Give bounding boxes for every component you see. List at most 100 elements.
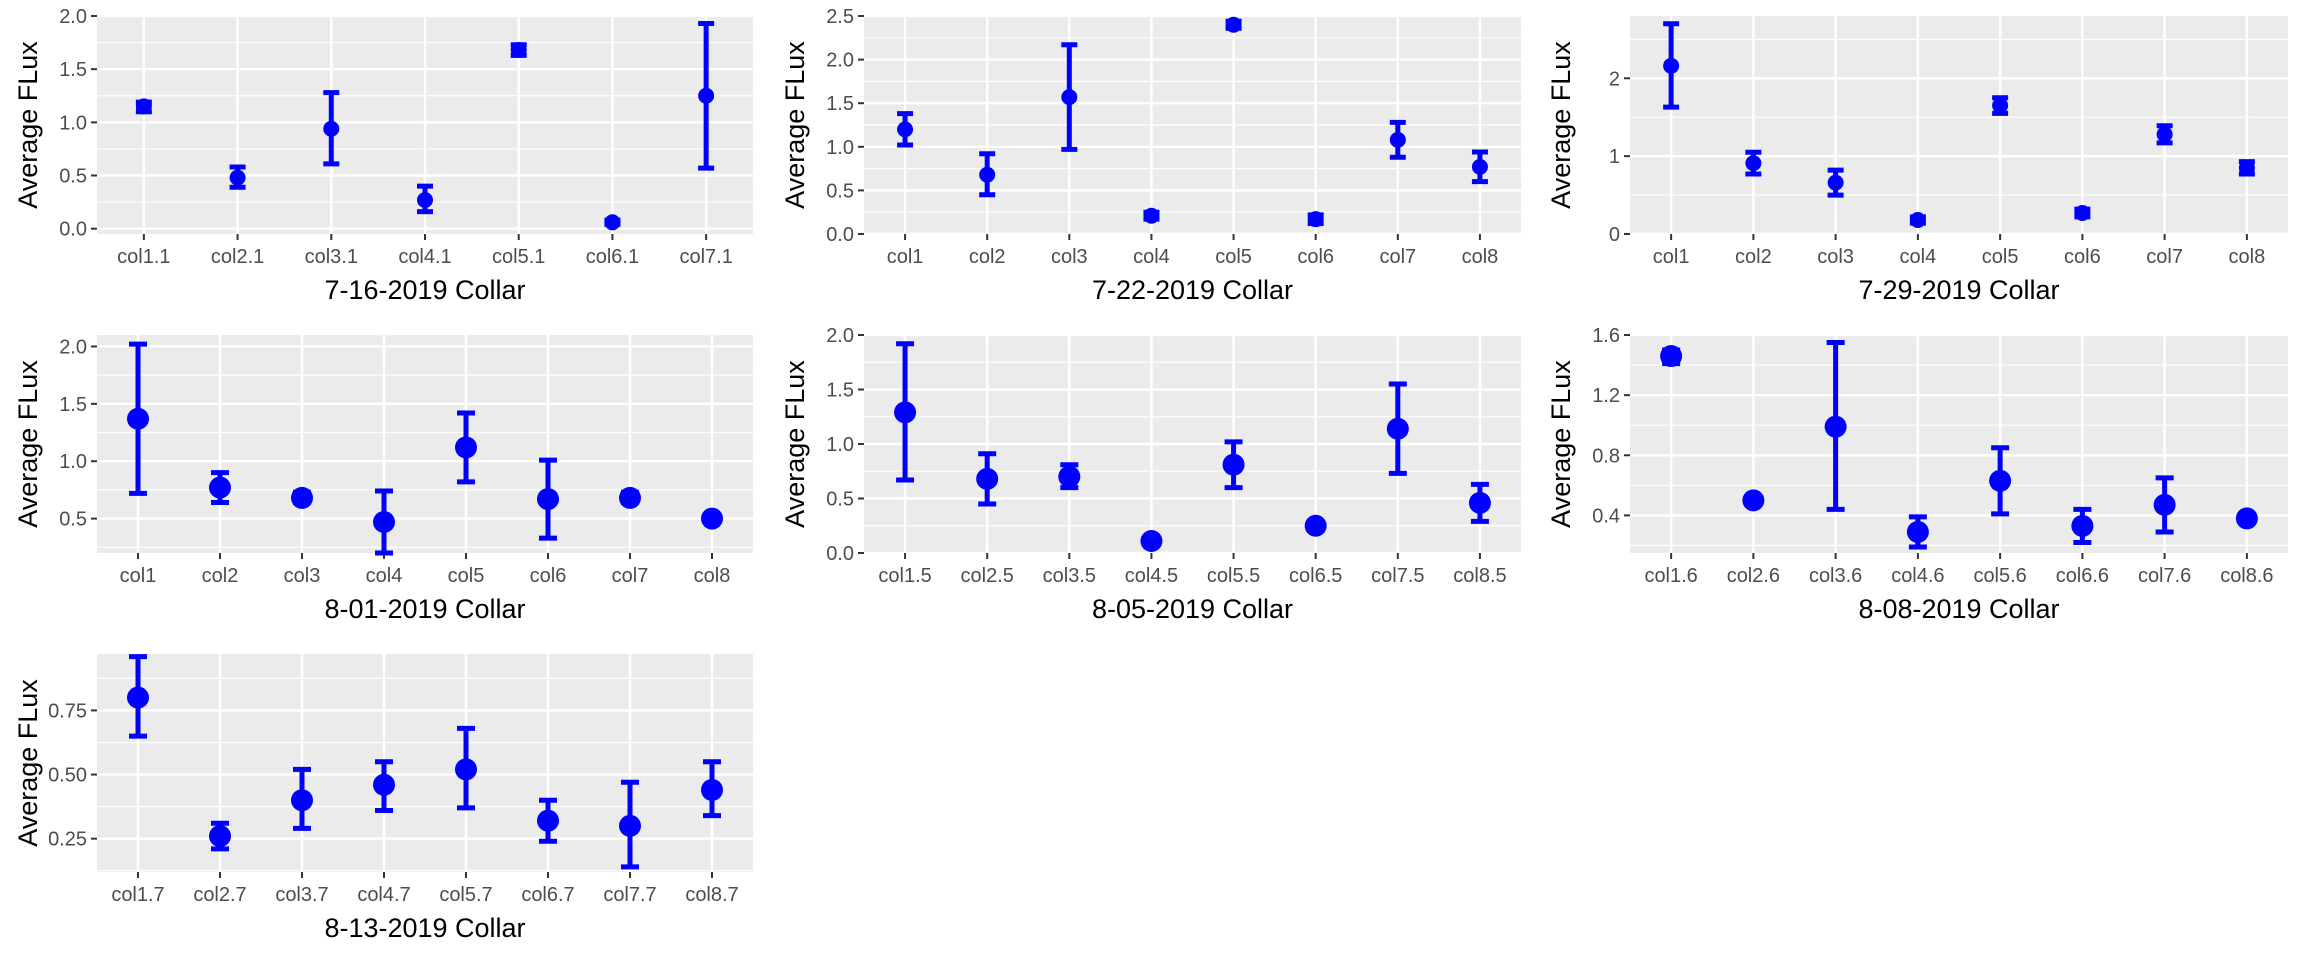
x-tick-label: col4.5 bbox=[1125, 565, 1178, 587]
data-point bbox=[127, 407, 149, 430]
data-point bbox=[2235, 507, 2258, 530]
data-point bbox=[2071, 514, 2094, 537]
y-tick-label: 0.75 bbox=[48, 700, 87, 722]
panel-1: 0.0 0.5 1.0 1.5 2.0 col1.1 col2.1 col3.1 col4.1 c… bbox=[13, 6, 753, 305]
data-point bbox=[701, 778, 723, 801]
data-point bbox=[1386, 417, 1409, 440]
data-point bbox=[323, 120, 340, 137]
data-point bbox=[417, 191, 433, 208]
x-tick-label: col8 bbox=[2229, 246, 2266, 268]
data-point bbox=[1742, 489, 1765, 512]
y-tick-label: 0.0 bbox=[59, 219, 87, 241]
data-point bbox=[1827, 174, 1844, 191]
data-point bbox=[1222, 453, 1245, 476]
x-tick-label: col6.5 bbox=[1289, 565, 1342, 587]
x-tick-label: col7.7 bbox=[603, 884, 656, 906]
data-point bbox=[2074, 204, 2091, 221]
x-tick-label: col8.5 bbox=[1453, 565, 1506, 587]
y-axis-title: Average FLux bbox=[13, 41, 43, 209]
data-point bbox=[2238, 159, 2255, 176]
y-tick-label: 0.50 bbox=[48, 765, 87, 787]
panel-4: 0.5 1.0 1.5 2.0 col1 col2 col3 col4 col5 col6 col7… bbox=[13, 335, 753, 624]
x-tick-label: col3 bbox=[284, 565, 321, 587]
x-tick-label: col7.1 bbox=[679, 246, 732, 268]
data-point bbox=[455, 436, 477, 459]
data-point bbox=[1989, 469, 2012, 492]
data-point bbox=[619, 486, 641, 509]
data-point bbox=[1389, 131, 1406, 148]
x-axis-title: 7-29-2019 Collar bbox=[1858, 275, 2059, 305]
panel-background bbox=[97, 335, 753, 553]
y-tick-label: 1 bbox=[1609, 146, 1620, 168]
y-tick-label: 2.0 bbox=[59, 336, 87, 358]
data-point bbox=[619, 814, 641, 837]
x-tick-label: col8 bbox=[694, 565, 731, 587]
x-axis-title: 8-01-2019 Collar bbox=[324, 594, 525, 624]
data-point bbox=[209, 476, 231, 499]
data-point bbox=[1143, 207, 1160, 224]
data-point bbox=[291, 486, 313, 509]
data-point bbox=[2156, 126, 2173, 143]
data-point bbox=[1140, 530, 1163, 553]
x-tick-label: col6 bbox=[1297, 246, 1334, 268]
y-axis-title: Average FLux bbox=[1546, 360, 1576, 528]
x-tick-label: col6.6 bbox=[2056, 565, 2109, 587]
x-axis-title: 7-22-2019 Collar bbox=[1092, 275, 1293, 305]
x-tick-label: col5 bbox=[448, 565, 485, 587]
data-point bbox=[291, 789, 313, 812]
y-tick-label: 2.5 bbox=[826, 6, 854, 28]
data-point bbox=[1058, 465, 1081, 488]
x-tick-label: col4.1 bbox=[398, 246, 451, 268]
x-tick-label: col5.5 bbox=[1207, 565, 1260, 587]
x-tick-label: col1 bbox=[887, 246, 924, 268]
panel-5: 0.0 0.5 1.0 1.5 2.0 col1.5 col2.5 col3.5 col4.5 c… bbox=[780, 325, 1521, 624]
y-tick-label: 2 bbox=[1609, 68, 1620, 90]
data-point bbox=[1906, 520, 1929, 543]
y-tick-label: 1.5 bbox=[826, 380, 854, 402]
panel-background bbox=[97, 654, 753, 872]
x-tick-label: col1.7 bbox=[111, 884, 164, 906]
data-point bbox=[894, 401, 917, 424]
x-tick-label: col4 bbox=[366, 565, 403, 587]
x-tick-label: col7 bbox=[2146, 246, 2183, 268]
x-tick-label: col2 bbox=[202, 565, 239, 587]
y-tick-label: 2.0 bbox=[826, 50, 854, 72]
x-tick-label: col1.1 bbox=[117, 246, 170, 268]
x-tick-label: col7.5 bbox=[1371, 565, 1424, 587]
data-point bbox=[1745, 155, 1762, 172]
y-tick-label: 0.5 bbox=[59, 166, 87, 188]
data-point bbox=[537, 488, 559, 511]
x-tick-label: col1.5 bbox=[878, 565, 931, 587]
data-point bbox=[229, 169, 246, 186]
data-point bbox=[455, 758, 477, 781]
panel-background bbox=[1630, 16, 2288, 234]
y-tick-label: 1.0 bbox=[826, 434, 854, 456]
data-point bbox=[1992, 97, 2009, 114]
x-tick-label: col3.1 bbox=[305, 246, 358, 268]
data-point bbox=[1307, 211, 1324, 228]
x-tick-label: col8 bbox=[1462, 246, 1499, 268]
y-tick-label: 0.8 bbox=[1592, 445, 1620, 467]
x-tick-label: col8.6 bbox=[2220, 565, 2273, 587]
data-point bbox=[127, 686, 149, 709]
x-tick-label: col5.1 bbox=[492, 246, 545, 268]
data-point bbox=[701, 507, 723, 530]
data-point bbox=[373, 511, 395, 534]
data-point bbox=[1471, 158, 1488, 175]
x-tick-label: col5 bbox=[1215, 246, 1252, 268]
y-tick-label: 0.25 bbox=[48, 829, 87, 851]
x-tick-label: col8.7 bbox=[685, 884, 738, 906]
y-tick-label: 2.0 bbox=[826, 325, 854, 347]
panel-background bbox=[1630, 335, 2288, 553]
data-point bbox=[1824, 415, 1847, 438]
x-tick-label: col3.6 bbox=[1809, 565, 1862, 587]
x-tick-label: col7 bbox=[1379, 246, 1416, 268]
y-tick-label: 1.0 bbox=[59, 112, 87, 134]
x-tick-label: col1.6 bbox=[1644, 565, 1697, 587]
x-tick-label: col7.6 bbox=[2138, 565, 2191, 587]
x-tick-label: col6.1 bbox=[586, 246, 639, 268]
data-point bbox=[604, 214, 621, 231]
x-tick-label: col3.5 bbox=[1043, 565, 1096, 587]
y-axis-title: Average FLux bbox=[13, 679, 43, 847]
